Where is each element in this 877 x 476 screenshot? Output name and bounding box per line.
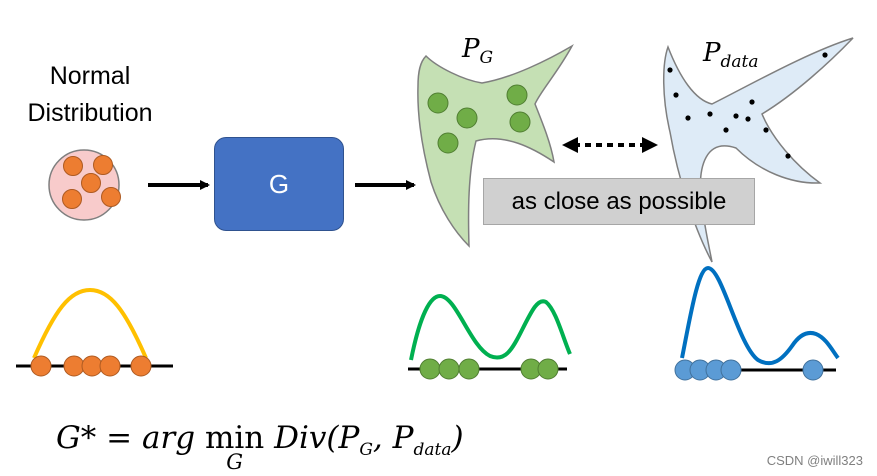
formula-rhs-sub1: G — [359, 440, 373, 461]
normal-1d-plot — [16, 287, 173, 377]
normal-label-line1: Normal — [49, 62, 131, 90]
comparison-label: as close as possible — [511, 187, 727, 215]
pdata-label-sub: data — [720, 52, 759, 73]
normal-label-line2: Distribution — [27, 99, 153, 127]
pg-1d-plot — [408, 293, 572, 380]
pdata-samples — [667, 52, 828, 159]
normal-distribution-label: Normal Distribution — [10, 58, 170, 132]
normal-samples — [62, 155, 121, 209]
pg-shape — [417, 44, 574, 248]
formula-lhs: G* = arg — [56, 420, 205, 456]
generator-label: G — [268, 168, 290, 199]
formula-rhs-mid: , P — [372, 420, 414, 456]
pg-samples — [427, 84, 531, 154]
pg-label-main: P — [462, 34, 480, 64]
pg-label: PG — [462, 34, 493, 68]
pg-label-sub: G — [479, 48, 494, 69]
formula-rhs-end: ) — [451, 420, 464, 456]
watermark: CSDN @iwill323 — [766, 453, 863, 468]
generator-box: G — [214, 137, 344, 231]
pdata-1d-plot — [674, 265, 840, 381]
objective-formula: G* = arg min G Div(PG, Pdata) — [56, 420, 464, 474]
formula-min: min G — [204, 420, 265, 474]
pdata-label: Pdata — [703, 38, 758, 72]
double-arrow — [562, 137, 658, 153]
formula-rhs-pre: Div(P — [264, 420, 360, 456]
comparison-box: as close as possible — [483, 178, 755, 225]
formula-min-sub: G — [226, 450, 243, 474]
formula-rhs-sub2: data — [413, 440, 452, 461]
pdata-label-main: P — [703, 38, 721, 68]
formula-min-word: min — [204, 420, 265, 456]
